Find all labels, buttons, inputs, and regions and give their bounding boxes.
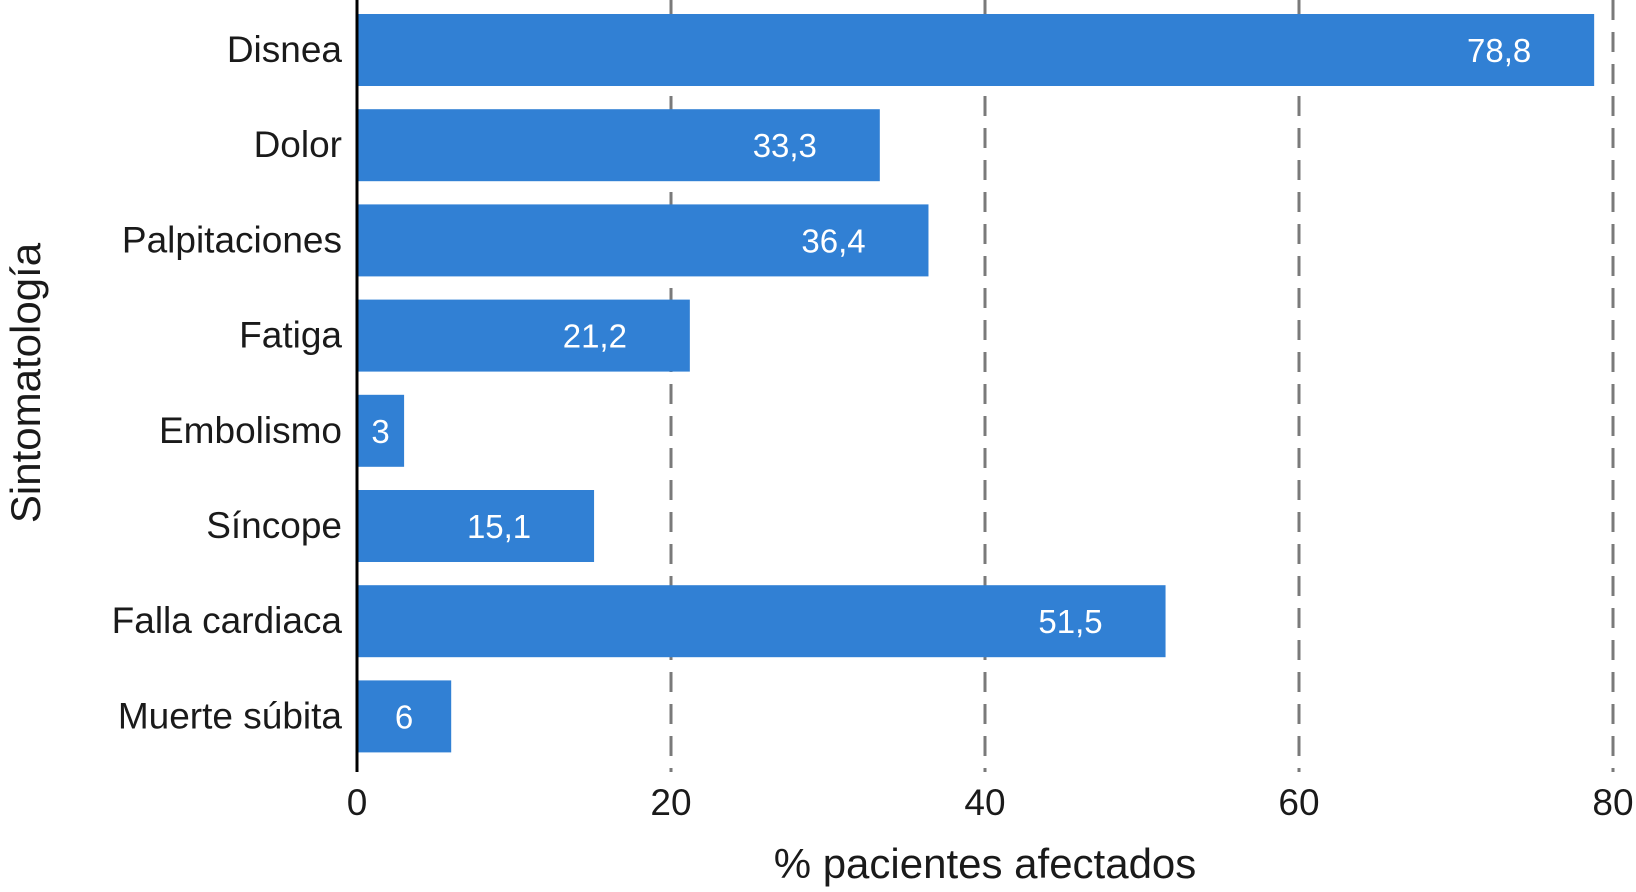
y-axis-title: Sintomatología: [2, 242, 49, 523]
data-label: 21,2: [563, 318, 627, 355]
data-label: 15,1: [467, 508, 531, 545]
data-label: 3: [371, 413, 389, 450]
bar: [357, 204, 929, 277]
category-label: Disnea: [227, 29, 343, 70]
x-tick-label: 0: [347, 782, 368, 823]
x-tick-labels: 0 20 40 60 80: [347, 782, 1634, 823]
x-tick-label: 20: [650, 782, 691, 823]
bar: [357, 14, 1595, 86]
data-label: 33,3: [753, 127, 817, 164]
category-label: Palpitaciones: [122, 219, 342, 260]
category-label: Muerte súbita: [118, 695, 343, 736]
data-label: 36,4: [801, 222, 865, 259]
category-label: Falla cardiaca: [112, 600, 343, 641]
data-label: 51,5: [1038, 603, 1102, 640]
data-label: 78,8: [1467, 32, 1531, 69]
category-label: Fatiga: [239, 315, 342, 356]
category-label: Síncope: [206, 505, 342, 546]
bar: [357, 394, 405, 467]
x-tick-label: 80: [1592, 782, 1633, 823]
bar: [357, 109, 880, 182]
x-tick-label: 60: [1278, 782, 1319, 823]
category-label: Dolor: [254, 124, 342, 165]
x-tick-label: 40: [964, 782, 1005, 823]
category-label: Embolismo: [159, 410, 342, 451]
category-labels: Disnea Dolor Palpitaciones Fatiga Embolismo S…: [112, 29, 343, 736]
bar: [357, 299, 690, 372]
x-axis-title: % pacientes afectados: [774, 840, 1197, 887]
data-labels: 78,8 33,3 36,4 21,2 3 15,1 51,5 6: [371, 32, 1531, 735]
bar: [357, 680, 452, 753]
bar: [357, 490, 595, 562]
data-label: 6: [395, 698, 413, 735]
bar: [357, 585, 1166, 658]
bars: [357, 14, 1595, 753]
